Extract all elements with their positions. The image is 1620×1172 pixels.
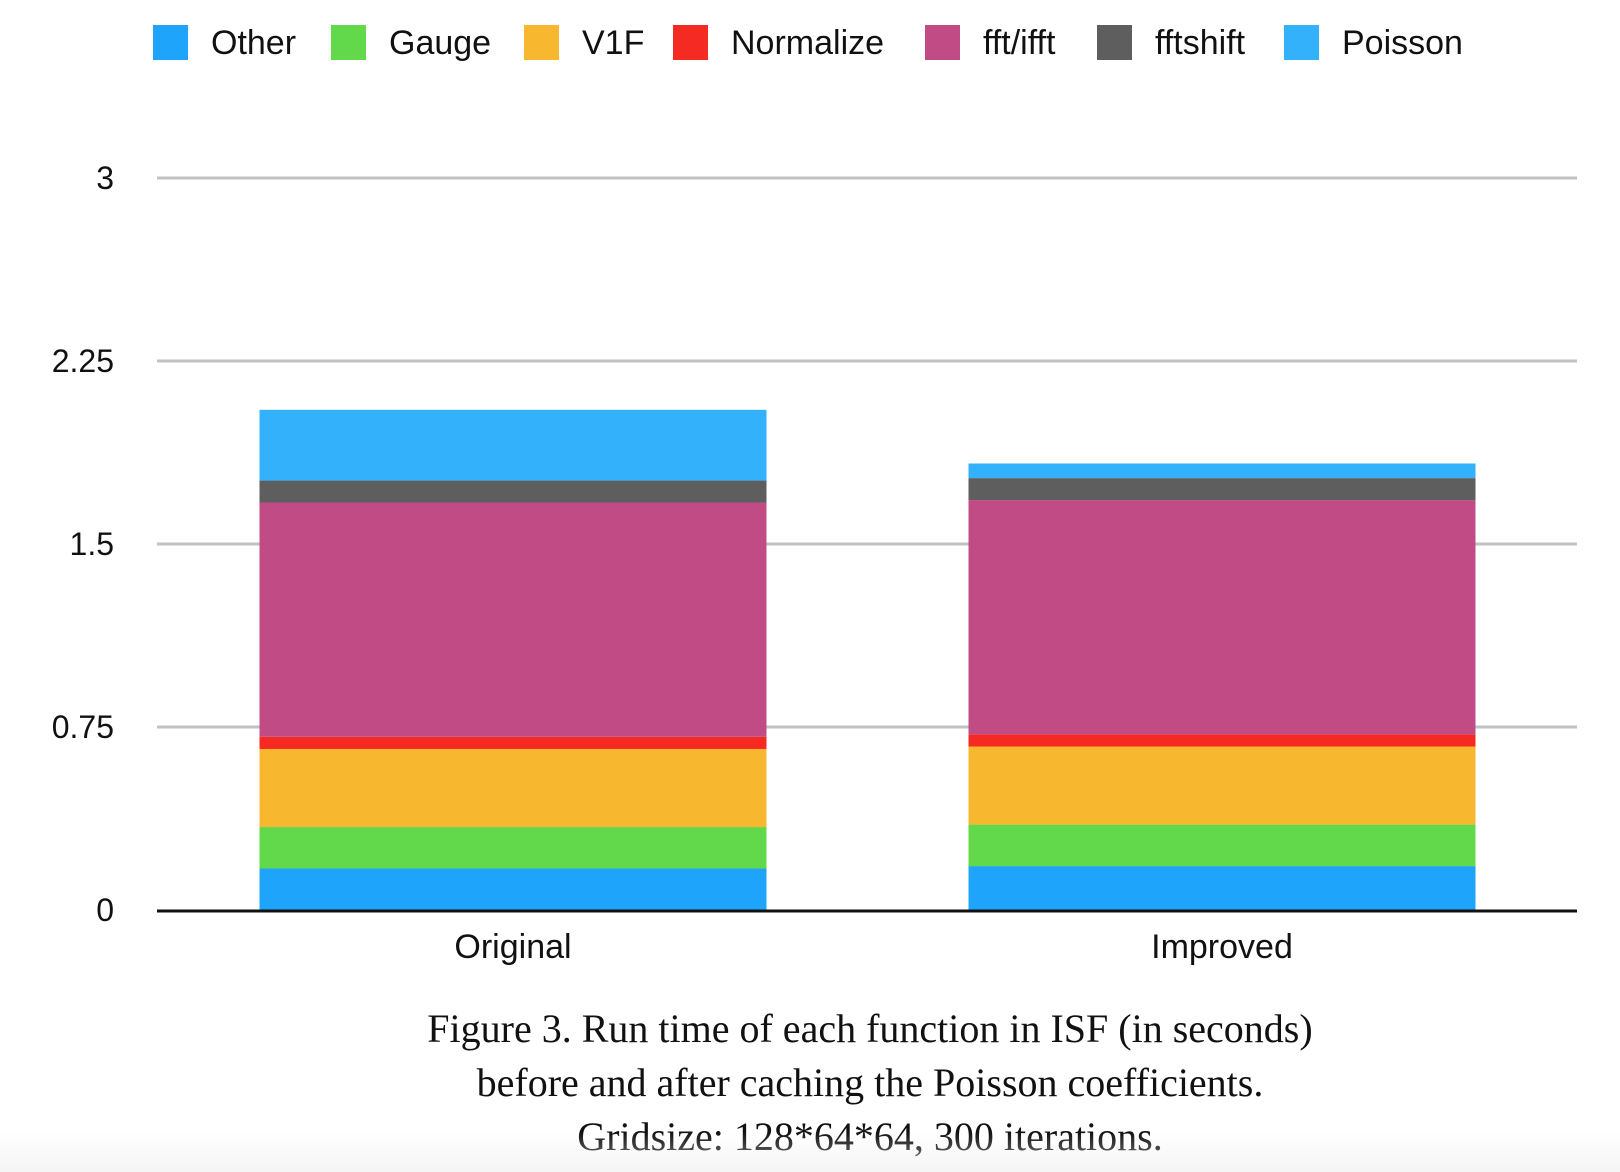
x-axis-categories: Original Improved: [454, 928, 1292, 966]
bar-improved-other: [968, 866, 1476, 910]
bar-original-poisson: [259, 409, 767, 481]
legend-swatch-normalize: [673, 25, 708, 60]
y-tick-label-3: 2.25: [52, 343, 114, 379]
bottom-shadow: [0, 1132, 1620, 1172]
legend-label-gauge: Gauge: [389, 24, 491, 62]
bar-improved-gauge: [968, 824, 1476, 867]
legend-label-other: Other: [211, 24, 296, 62]
caption-line-1: Figure 3. Run time of each function in I…: [427, 1006, 1313, 1051]
legend-swatch-gauge: [331, 25, 366, 60]
y-tick-label-4: 3: [96, 160, 114, 196]
legend-label-poisson: Poisson: [1342, 24, 1463, 62]
y-tick-label-2: 1.5: [70, 526, 114, 562]
caption-line-2: before and after caching the Poisson coe…: [476, 1060, 1264, 1105]
y-tick-label-1: 0.75: [52, 709, 114, 745]
bar-original-fftshift: [259, 480, 767, 503]
legend-label-v1f: V1F: [582, 24, 644, 62]
bar-original-other: [259, 868, 767, 910]
bar-improved-fftshift: [968, 478, 1476, 501]
legend-swatch-fft-ifft: [925, 25, 960, 60]
x-category-label-original: Original: [454, 928, 571, 966]
bar-improved-normalize: [968, 734, 1476, 747]
legend-label-fftshift: fftshift: [1155, 24, 1246, 62]
legend-swatch-v1f: [524, 25, 559, 60]
bar-original-fft-ifft: [259, 502, 767, 737]
bar-original-gauge: [259, 827, 767, 869]
legend-label-normalize: Normalize: [731, 24, 884, 62]
x-category-label-improved: Improved: [1151, 928, 1293, 966]
bar-improved-fft-ifft: [968, 500, 1476, 735]
bar-original-normalize: [259, 736, 767, 749]
legend-swatch-poisson: [1284, 25, 1319, 60]
bar-original-v1f: [259, 748, 767, 828]
bar-improved-v1f: [968, 746, 1476, 825]
y-tick-label-0: 0: [96, 892, 114, 928]
y-axis-ticks: 0 0.75 1.5 2.25 3: [52, 160, 114, 928]
bars: [259, 409, 1476, 910]
legend-swatch-other: [153, 25, 188, 60]
legend-label-fft-ifft: fft/ifft: [983, 24, 1056, 62]
legend: Other Gauge V1F Normalize fft/ifft fftshift Po…: [153, 24, 1463, 62]
legend-swatch-fftshift: [1097, 25, 1132, 60]
bar-improved-poisson: [968, 463, 1476, 479]
